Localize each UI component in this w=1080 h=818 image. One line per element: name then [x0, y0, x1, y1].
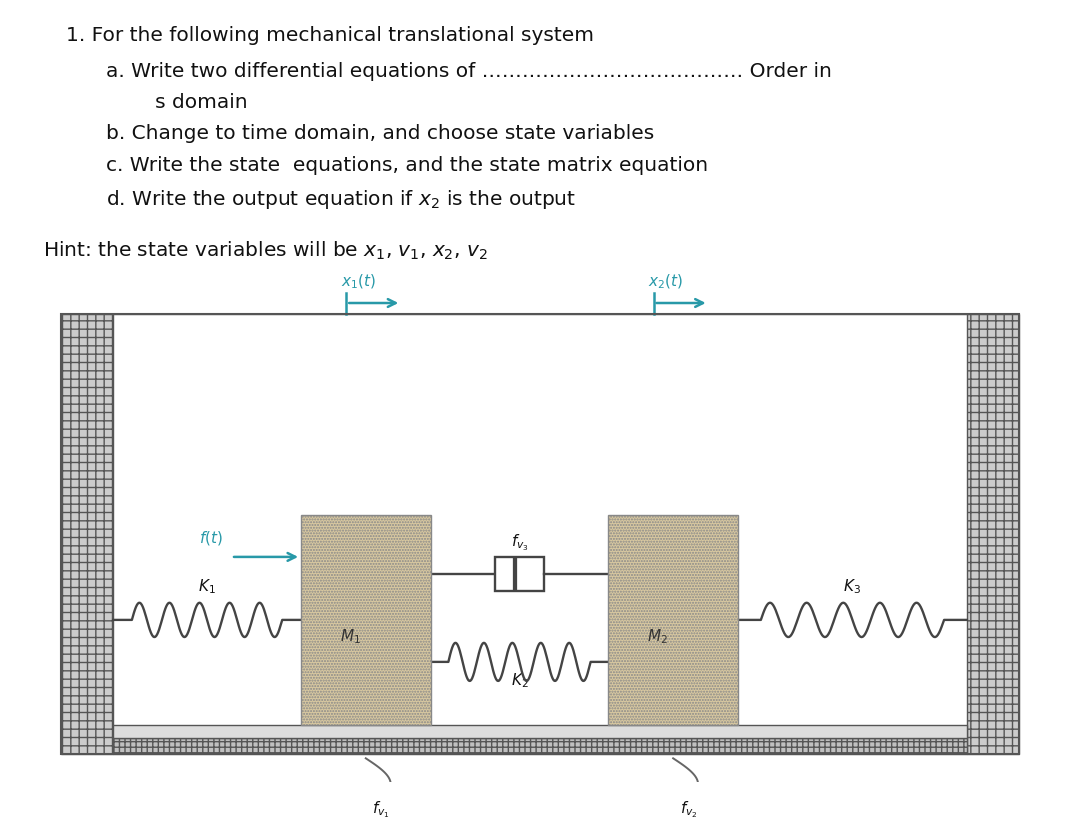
Bar — [967, 314, 1018, 753]
Text: Hint: the state variables will be $x_1$, $v_1$, $x_2$, $v_2$: Hint: the state variables will be $x_1$,… — [43, 240, 488, 263]
Text: d. Write the output equation if $x_2$ is the output: d. Write the output equation if $x_2$ is… — [106, 188, 576, 212]
Text: $M_2$: $M_2$ — [647, 627, 669, 646]
Text: $K_3$: $K_3$ — [843, 578, 862, 596]
Text: c. Write the state  equations, and the state matrix equation: c. Write the state equations, and the st… — [106, 156, 708, 175]
Text: s domain: s domain — [136, 93, 247, 112]
Bar — [113, 738, 967, 753]
Text: $M_1$: $M_1$ — [340, 627, 361, 646]
Text: b. Change to time domain, and choose state variables: b. Change to time domain, and choose sta… — [106, 124, 654, 142]
Bar — [113, 725, 967, 738]
Bar — [62, 314, 1018, 753]
Text: a. Write two differential equations of ………………………………… Order in: a. Write two differential equations of …… — [106, 61, 832, 80]
Text: $f_{v_2}$: $f_{v_2}$ — [680, 799, 698, 818]
Bar — [62, 314, 113, 753]
Text: $K_1$: $K_1$ — [198, 578, 216, 596]
Text: $f_{v_1}$: $f_{v_1}$ — [373, 799, 390, 818]
Text: $f(t)$: $f(t)$ — [200, 529, 224, 547]
Text: 1. For the following mechanical translational system: 1. For the following mechanical translat… — [66, 26, 594, 45]
Text: $f_{v_3}$: $f_{v_3}$ — [511, 533, 528, 553]
Bar — [608, 515, 738, 725]
Bar — [495, 556, 544, 591]
Bar — [301, 515, 431, 725]
Text: $x_2(t)$: $x_2(t)$ — [648, 272, 684, 290]
Text: $K_2$: $K_2$ — [511, 672, 528, 690]
Text: $x_1(t)$: $x_1(t)$ — [340, 272, 376, 290]
